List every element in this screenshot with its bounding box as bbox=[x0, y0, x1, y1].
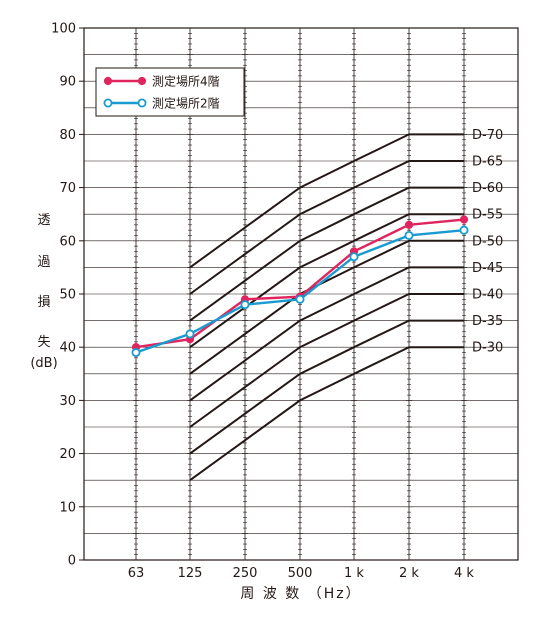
reference-curve-label: D-35 bbox=[472, 314, 503, 329]
x-axis-label: 周 波 数 （Hz） bbox=[240, 586, 361, 602]
reference-curve-label: D-30 bbox=[472, 341, 503, 356]
reference-curve-label: D-40 bbox=[472, 288, 503, 303]
series-1-point bbox=[240, 300, 250, 310]
series-layer bbox=[131, 215, 469, 358]
x-tick-label: 4 k bbox=[454, 566, 474, 581]
y-tick-label: 60 bbox=[59, 234, 76, 249]
x-tick-label: 125 bbox=[178, 566, 203, 581]
x-tick-label: 1 k bbox=[344, 566, 364, 581]
reference-curve-D-40 bbox=[189, 293, 464, 428]
series-1-point bbox=[295, 294, 305, 304]
x-tick-label: 2 k bbox=[399, 566, 419, 581]
y-tick-label: 100 bbox=[51, 22, 76, 37]
x-tick-label: 63 bbox=[128, 566, 145, 581]
y-tick-label: 50 bbox=[59, 288, 76, 303]
reference-curve-D-70 bbox=[189, 133, 464, 269]
y-axis-label-char: 損 bbox=[37, 295, 50, 310]
reference-curve-label: D-60 bbox=[472, 181, 503, 196]
y-tick-label: 20 bbox=[59, 447, 76, 462]
reference-curve-D-35 bbox=[189, 319, 464, 455]
legend-marker bbox=[103, 98, 113, 108]
y-axis-label-char: 失 bbox=[37, 335, 50, 350]
axis-layer: 0 10 20 30 40 50 60 70 80 90 100 63 125 250 500 1 k 2 k 4… bbox=[30, 22, 519, 602]
x-tick-label: 250 bbox=[233, 566, 258, 581]
y-tick-label: 70 bbox=[59, 181, 76, 196]
y-axis-label-char: (dB) bbox=[30, 356, 57, 371]
y-tick-label: 30 bbox=[59, 394, 76, 409]
legend-marker bbox=[103, 76, 113, 86]
y-tick-label: 10 bbox=[59, 500, 76, 515]
reference-curve-label: D-65 bbox=[472, 155, 503, 170]
series-1-point bbox=[185, 329, 195, 339]
reference-curve-label: D-55 bbox=[472, 208, 503, 223]
reference-curve-D-65 bbox=[189, 160, 464, 295]
y-axis-label-char: 透 bbox=[37, 213, 50, 228]
series-0-point bbox=[459, 215, 469, 224]
legend-label: 測定場所4階 bbox=[152, 74, 220, 89]
reference-curve-label: D-70 bbox=[472, 128, 503, 143]
y-tick-label: 80 bbox=[59, 128, 76, 143]
reference-curve-D-50 bbox=[189, 239, 464, 375]
series-1-point bbox=[459, 225, 469, 235]
reference-curve-D-45 bbox=[189, 266, 464, 402]
legend-marker bbox=[137, 98, 147, 108]
legend-marker bbox=[137, 76, 147, 86]
series-1-point bbox=[131, 348, 141, 358]
legend-label: 測定場所2階 bbox=[152, 96, 220, 111]
reference-curve-D-30 bbox=[189, 346, 464, 482]
legend-box bbox=[95, 67, 245, 117]
y-axis-label-char: 過 bbox=[37, 255, 50, 270]
reference-curve-D-55 bbox=[189, 213, 464, 349]
reference-curve-label: D-50 bbox=[472, 234, 503, 249]
x-tick-label: 500 bbox=[288, 566, 313, 581]
y-tick-label: 40 bbox=[59, 341, 76, 356]
series-0-point bbox=[404, 220, 414, 229]
y-tick-label: 0 bbox=[68, 554, 76, 569]
series-1-point bbox=[349, 252, 359, 262]
series-1-point bbox=[404, 230, 414, 240]
reference-curve-label: D-45 bbox=[472, 261, 503, 276]
y-tick-label: 90 bbox=[59, 75, 76, 90]
reference-curve-D-60 bbox=[189, 186, 464, 322]
reference-curves-layer: D-70 D-65 D-60 D-55 D-50 D-45 D-40 D-35 D-30 bbox=[189, 128, 503, 482]
